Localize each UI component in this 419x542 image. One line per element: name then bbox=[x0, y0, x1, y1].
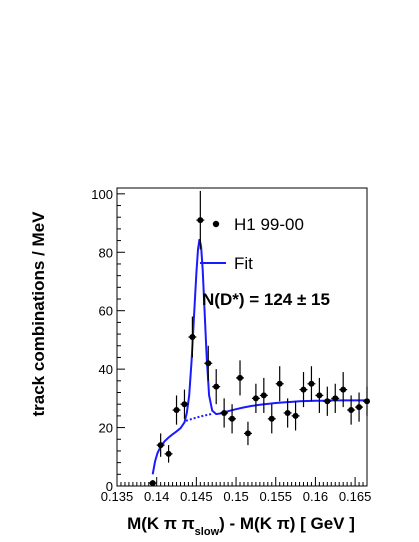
data-point bbox=[283, 398, 292, 428]
x-axis-title: M(K π πslow) - M(K π) [ GeV ] bbox=[127, 514, 355, 538]
data-marker bbox=[348, 407, 355, 414]
data-point bbox=[363, 386, 370, 416]
data-marker bbox=[197, 217, 204, 224]
data-marker bbox=[324, 398, 331, 405]
data-marker bbox=[244, 430, 251, 437]
fit-layer bbox=[151, 238, 367, 475]
x-axis-title-part-3: ) - M(K bbox=[219, 514, 277, 533]
data-marker bbox=[284, 409, 291, 416]
x-tick-label: 0.14 bbox=[144, 489, 169, 504]
data-marker bbox=[237, 374, 244, 381]
data-marker bbox=[276, 380, 283, 387]
data-marker bbox=[260, 392, 267, 399]
data-marker bbox=[316, 392, 323, 399]
x-axis-title-pi-2: π bbox=[277, 514, 290, 533]
data-point bbox=[228, 404, 237, 434]
data-marker bbox=[364, 398, 370, 405]
data-marker bbox=[252, 395, 259, 402]
x-axis-title-subscript: slow bbox=[195, 526, 220, 538]
data-marker bbox=[173, 407, 180, 414]
data-point bbox=[299, 372, 308, 408]
data-point bbox=[196, 190, 205, 250]
x-axis-ticks: 0.135 0.14 0.145 0.15 0.155 0.16 0.165 bbox=[101, 477, 372, 504]
data-point bbox=[243, 421, 252, 446]
legend: H1 99-00 Fit bbox=[200, 215, 304, 273]
data-marker bbox=[268, 415, 275, 422]
data-marker bbox=[221, 409, 228, 416]
x-tick-label: 0.165 bbox=[339, 489, 372, 504]
data-marker bbox=[340, 386, 347, 393]
x-tick-label: 0.16 bbox=[303, 489, 328, 504]
y-tick-label: 40 bbox=[99, 362, 113, 377]
x-axis-title-pi-1: π bbox=[164, 514, 177, 533]
y-tick-label: 60 bbox=[99, 304, 113, 319]
plot-frame bbox=[116, 187, 368, 487]
data-marker bbox=[149, 480, 156, 487]
data-point bbox=[148, 480, 157, 487]
x-axis-title-part-1: M(K bbox=[127, 514, 164, 533]
y-axis-title: track combinations / MeV bbox=[29, 211, 48, 417]
x-tick-label: 0.155 bbox=[259, 489, 292, 504]
data-point bbox=[267, 404, 276, 434]
data-marker bbox=[292, 412, 299, 419]
x-tick-label: 0.15 bbox=[223, 489, 248, 504]
data-point bbox=[275, 366, 284, 402]
data-point bbox=[347, 395, 356, 425]
y-tick-label: 80 bbox=[99, 245, 113, 260]
x-axis-title-part-2: π bbox=[177, 514, 195, 533]
data-marker bbox=[157, 442, 164, 449]
data-point bbox=[259, 377, 268, 413]
data-point bbox=[188, 316, 197, 358]
y-tick-label: 100 bbox=[91, 187, 113, 202]
fit-background-curve bbox=[185, 412, 213, 422]
data-marker bbox=[229, 415, 236, 422]
data-point bbox=[315, 377, 324, 413]
data-marker bbox=[213, 383, 220, 390]
data-point bbox=[212, 369, 221, 405]
data-point bbox=[204, 345, 213, 381]
data-point bbox=[220, 398, 229, 428]
legend-label-fit: Fit bbox=[234, 254, 253, 273]
y-tick-label: 20 bbox=[99, 421, 113, 436]
data-marker bbox=[165, 450, 172, 457]
y-tick-label: 0 bbox=[106, 479, 113, 494]
data-marker bbox=[300, 386, 307, 393]
data-point bbox=[236, 360, 244, 396]
fit-curve bbox=[151, 238, 367, 475]
data-marker bbox=[181, 401, 188, 408]
x-axis-title-part-4: ) [ GeV ] bbox=[290, 514, 355, 533]
x-tick-label: 0.145 bbox=[180, 489, 213, 504]
data-marker bbox=[356, 404, 363, 411]
data-marker bbox=[205, 360, 212, 367]
data-marker bbox=[189, 334, 196, 340]
data-point bbox=[339, 372, 348, 408]
data-point bbox=[156, 433, 165, 457]
data-point bbox=[331, 383, 340, 413]
data-point bbox=[251, 383, 260, 413]
data-point bbox=[355, 392, 364, 422]
data-point bbox=[323, 386, 332, 416]
data-point bbox=[307, 366, 316, 402]
data-point bbox=[291, 401, 300, 431]
data-marker bbox=[308, 380, 315, 387]
data-point bbox=[164, 445, 173, 463]
signal-yield-annotation: N(D*) = 124 ± 15 bbox=[202, 290, 330, 309]
data-point bbox=[180, 389, 189, 419]
y-axis-ticks: 0 20 40 60 80 100 bbox=[91, 187, 125, 494]
data-points bbox=[148, 190, 370, 487]
data-point bbox=[172, 395, 181, 425]
legend-dot-marker bbox=[212, 220, 220, 228]
data-marker bbox=[332, 395, 339, 402]
legend-label-data: H1 99-00 bbox=[234, 215, 304, 234]
x-tick-label: 0.135 bbox=[101, 489, 134, 504]
